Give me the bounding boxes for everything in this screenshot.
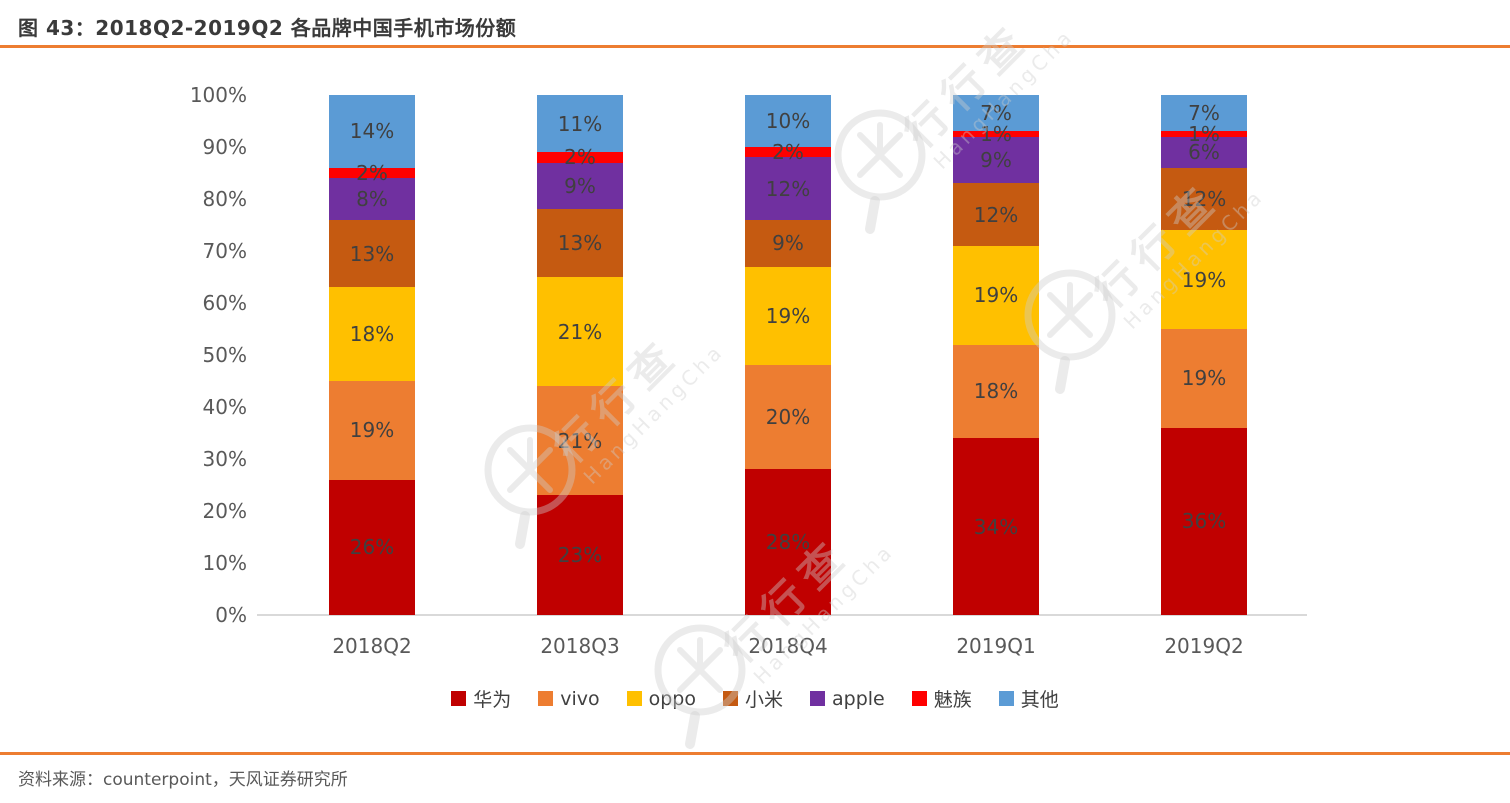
x-axis-label: 2018Q3 (540, 634, 620, 658)
legend-label: 魅族 (933, 689, 972, 711)
bar-segment (329, 219, 415, 288)
y-axis-tick-label: 90% (202, 135, 247, 159)
y-axis-tick-label: 20% (202, 499, 247, 523)
legend-label: 华为 (473, 689, 512, 711)
bar-segment (745, 365, 831, 470)
bar-segment (953, 183, 1039, 246)
footer-divider-rule (0, 752, 1510, 755)
bar-segment (1161, 329, 1247, 428)
legend-label: oppo (648, 687, 696, 710)
x-axis-line (257, 614, 1307, 616)
bar-segment (329, 95, 415, 168)
bar-segment (745, 147, 831, 158)
legend-swatch (998, 691, 1014, 706)
bar-segment (745, 266, 831, 366)
bar-segment (537, 386, 623, 496)
y-axis-tick-label: 10% (202, 551, 247, 575)
bar-segment (745, 157, 831, 220)
bar-segment (1161, 95, 1247, 132)
title-divider-rule (0, 45, 1510, 48)
bar-segment (537, 495, 623, 615)
y-axis-tick-label: 70% (202, 239, 247, 263)
bar-segment (953, 438, 1039, 615)
figure-title: 图 43：2018Q2-2019Q2 各品牌中国手机市场份额 (18, 16, 517, 40)
legend-swatch (723, 691, 738, 706)
stacked-bar-chart: 100% 90% 80% 70% 60% 50% 40% 30% 20% 10% 0% 26% 19%… (0, 55, 1510, 745)
bar-segment (537, 209, 623, 277)
bar-segment (745, 219, 831, 267)
legend-label: 小米 (745, 689, 784, 711)
legend-swatch (538, 691, 554, 706)
y-axis-tick-label: 50% (202, 343, 247, 367)
legend-label: vivo (560, 687, 600, 710)
bar-segment (1161, 167, 1247, 231)
x-axis-label: 2019Q1 (956, 634, 1036, 658)
legend-label: 其他 (1020, 689, 1059, 711)
bar-segment (537, 162, 623, 210)
bar-segment (953, 344, 1039, 439)
x-axis-label: 2019Q2 (1164, 634, 1244, 658)
y-axis-tick-label: 100% (189, 83, 247, 107)
bar-segment (1161, 131, 1247, 137)
bar-segment (953, 131, 1039, 137)
legend-item: 小米 (723, 685, 783, 712)
legend-label: apple (832, 687, 885, 710)
bar-segment (537, 152, 623, 163)
bar-segment (1161, 230, 1247, 329)
legend-item: 其他 (998, 685, 1059, 712)
bar-segment (953, 136, 1039, 184)
y-axis-tick-label: 40% (202, 395, 247, 419)
bar-segment (537, 277, 623, 387)
legend-item: 华为 (451, 685, 511, 712)
y-axis-tick-label: 0% (215, 603, 247, 627)
y-axis-tick-label: 60% (202, 291, 247, 315)
legend-item: oppo (626, 687, 696, 710)
legend-swatch (810, 691, 826, 706)
bar-segment (329, 381, 415, 480)
legend-swatch (626, 691, 642, 706)
bar-segment (1161, 136, 1247, 168)
x-axis-label: 2018Q4 (748, 634, 828, 658)
bar-segment (745, 469, 831, 615)
legend-item: apple (810, 688, 885, 710)
bar-segment (329, 479, 415, 615)
source-note: 资料来源：counterpoint，天风证券研究所 (18, 770, 348, 790)
bar-segment (329, 287, 415, 381)
x-axis-label: 2018Q2 (332, 634, 412, 658)
legend-item: vivo (538, 687, 600, 710)
bar-segment (329, 167, 415, 179)
legend-swatch (911, 691, 927, 706)
y-axis-tick-label: 30% (202, 447, 247, 471)
bar-segment (537, 95, 623, 153)
bar-segment (745, 95, 831, 147)
chart-legend: 华为 vivo oppo 小米 apple 魅族 其他 (0, 685, 1510, 712)
legend-item: 魅族 (911, 685, 972, 712)
bar-segment (953, 95, 1039, 132)
y-axis-tick-label: 80% (202, 187, 247, 211)
bar-segment (329, 178, 415, 220)
bar-segment (1161, 427, 1247, 615)
legend-swatch (451, 691, 467, 706)
bar-segment (953, 245, 1039, 345)
